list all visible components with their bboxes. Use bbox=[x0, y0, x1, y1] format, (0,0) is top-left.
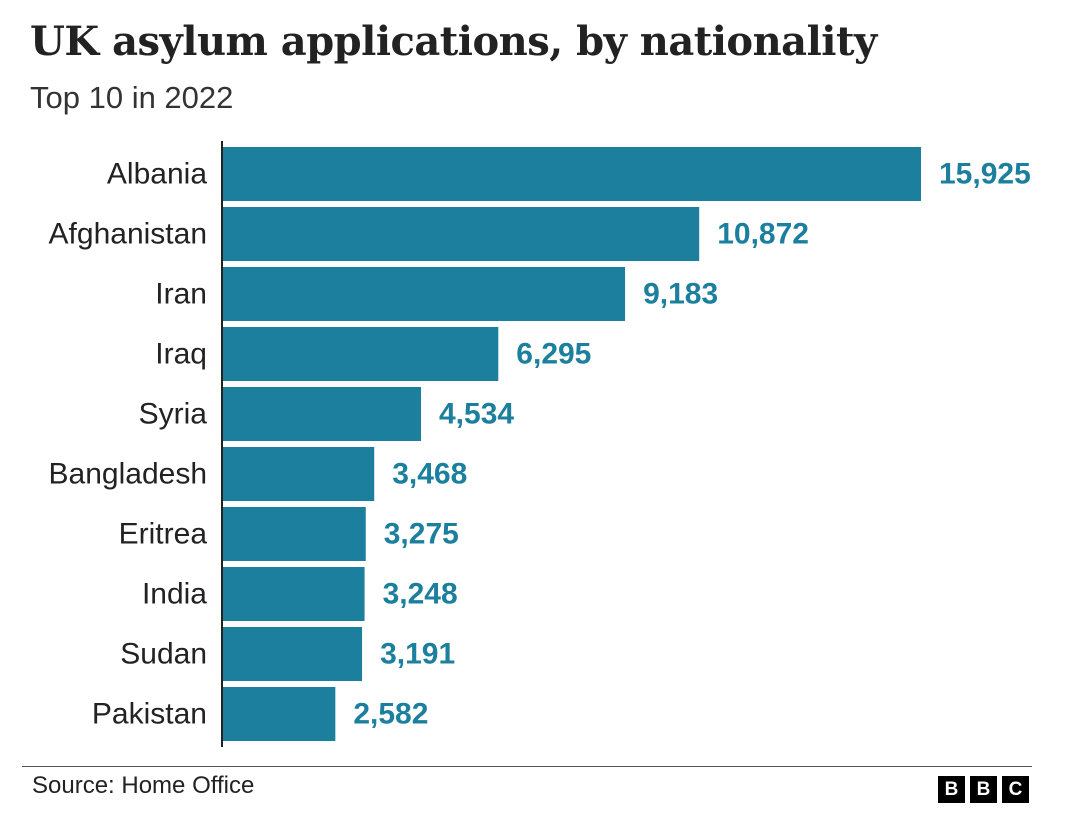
category-label: India bbox=[142, 578, 207, 611]
value-label: 3,248 bbox=[383, 578, 458, 611]
category-label: Pakistan bbox=[92, 698, 207, 731]
value-label: 3,468 bbox=[392, 458, 467, 491]
bar-sudan bbox=[222, 627, 363, 681]
category-label: Albania bbox=[107, 158, 207, 191]
chart-title: UK asylum applications, by nationality bbox=[30, 18, 877, 65]
category-label: Afghanistan bbox=[49, 218, 207, 251]
bar-bangladesh bbox=[222, 447, 375, 501]
value-label: 15,925 bbox=[939, 158, 1031, 191]
logo-letter-1: B bbox=[938, 776, 965, 803]
bar-pakistan bbox=[222, 687, 336, 741]
category-label: Eritrea bbox=[119, 518, 208, 551]
bar-iran bbox=[222, 267, 626, 321]
category-label: Sudan bbox=[120, 638, 207, 671]
bar-iraq bbox=[222, 327, 499, 381]
footer-divider bbox=[22, 766, 1032, 767]
value-label: 3,275 bbox=[384, 518, 459, 551]
category-label: Iraq bbox=[155, 338, 207, 371]
logo-letter-2: B bbox=[970, 776, 997, 803]
category-label: Syria bbox=[139, 398, 208, 431]
value-label: 3,191 bbox=[380, 638, 455, 671]
value-label: 2,582 bbox=[353, 698, 428, 731]
bar-india bbox=[222, 567, 365, 621]
bar-syria bbox=[222, 387, 422, 441]
bbc-logo: B B C bbox=[938, 776, 1029, 803]
value-label: 4,534 bbox=[439, 398, 514, 431]
category-label: Iran bbox=[155, 278, 207, 311]
value-label: 6,295 bbox=[516, 338, 591, 371]
logo-letter-3: C bbox=[1002, 776, 1029, 803]
value-label: 10,872 bbox=[717, 218, 809, 251]
source-note: Source: Home Office bbox=[32, 772, 255, 799]
bar-eritrea bbox=[222, 507, 366, 561]
chart-subtitle: Top 10 in 2022 bbox=[30, 80, 234, 115]
value-label: 9,183 bbox=[643, 278, 718, 311]
category-label: Bangladesh bbox=[49, 458, 207, 491]
bar-afghanistan bbox=[222, 207, 700, 261]
bar-albania bbox=[222, 147, 921, 201]
